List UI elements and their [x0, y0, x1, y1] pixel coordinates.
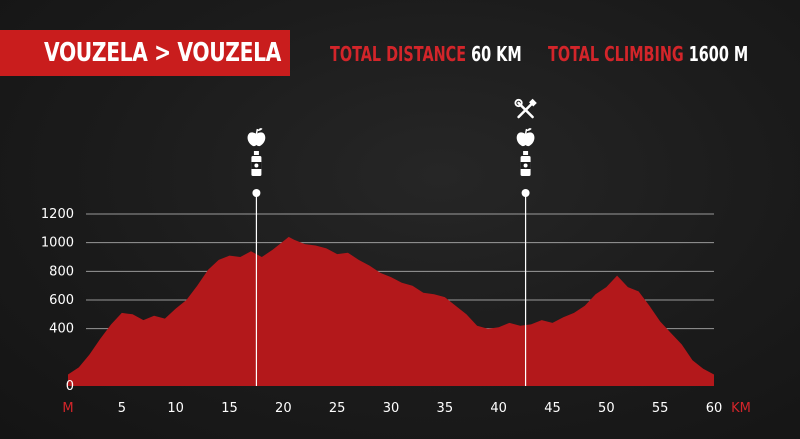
apple-icon [247, 128, 266, 147]
y-unit-label: M [62, 401, 73, 416]
x-tick-20: 20 [275, 401, 292, 416]
y-tick-800: 800 [49, 264, 74, 279]
bottle-icon [520, 151, 531, 176]
total-distance: TOTAL DISTANCE 60 KM [330, 42, 522, 66]
x-tick-30: 30 [383, 401, 400, 416]
total-climbing-value: 1600 M [688, 42, 749, 66]
total-climbing-label: TOTAL CLIMBING [548, 42, 684, 66]
y-tick-1200: 1200 [41, 207, 74, 222]
x-tick-40: 40 [490, 401, 507, 416]
x-tick-60: 60 [706, 401, 723, 416]
aid-station-marker-1 [247, 128, 266, 386]
apple-icon [516, 128, 535, 147]
aid-station-marker-2 [514, 98, 537, 386]
bottle-icon [251, 151, 262, 176]
y-tick-400: 400 [49, 322, 74, 337]
total-distance-value: 60 KM [471, 42, 522, 66]
tools-icon [514, 98, 537, 119]
x-tick-25: 25 [329, 401, 346, 416]
total-distance-label: TOTAL DISTANCE [330, 42, 467, 66]
aid-station-markers [247, 98, 537, 386]
y-tick-600: 600 [49, 293, 74, 308]
marker-dot [252, 189, 261, 197]
total-climbing: TOTAL CLIMBING 1600 M [548, 42, 748, 66]
title-banner [0, 30, 290, 76]
x-tick-10: 10 [167, 401, 184, 416]
x-tick-15: 15 [221, 401, 238, 416]
y-tick-0: 0 [66, 379, 74, 394]
x-tick-55: 55 [652, 401, 669, 416]
x-tick-5: 5 [118, 401, 126, 416]
axis-labels: 0 400 600 800 1000 1200 5 10 15 20 25 30 35 40 45 50 55 6… [41, 207, 751, 416]
x-tick-50: 50 [598, 401, 615, 416]
x-tick-35: 35 [437, 401, 454, 416]
x-unit-label: KM [731, 401, 751, 416]
route-title: VOUZELA > VOUZELA [44, 38, 281, 68]
marker-dot [521, 189, 530, 197]
x-tick-45: 45 [544, 401, 561, 416]
y-tick-1000: 1000 [41, 236, 74, 251]
elevation-area-layer [68, 236, 714, 386]
elevation-area [68, 236, 714, 386]
